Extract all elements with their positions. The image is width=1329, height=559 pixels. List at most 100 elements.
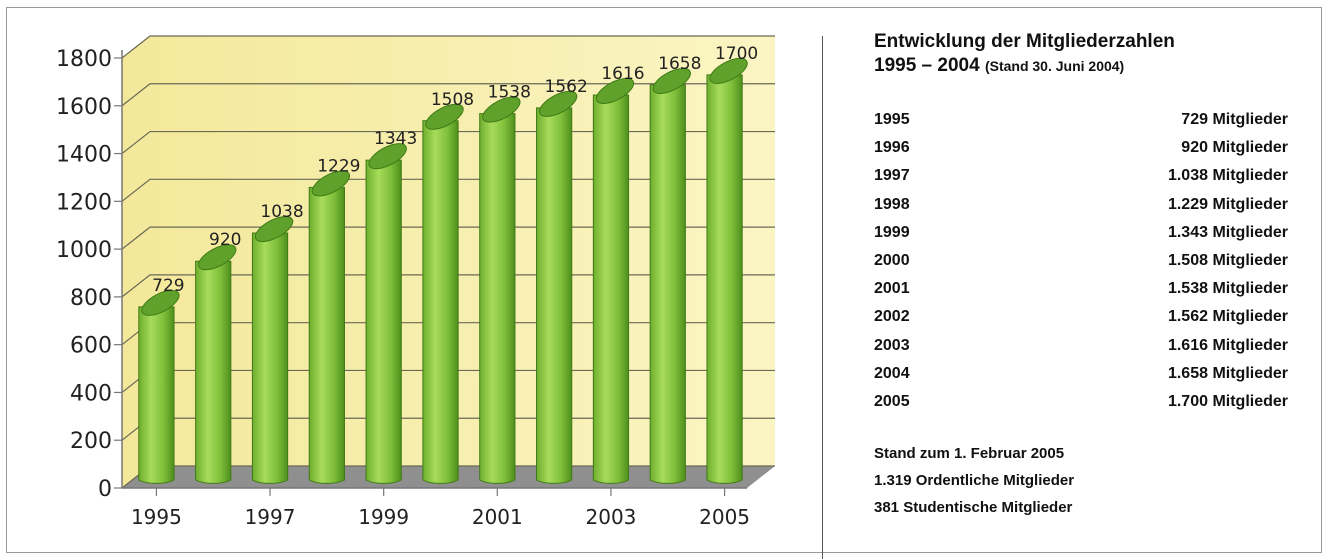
- row-year: 2001: [874, 280, 910, 298]
- y-tick-label: 1000: [56, 238, 112, 263]
- bar-value-label: 1343: [374, 129, 417, 149]
- member-list: 1995 729 Mitglieder 1996 920 Mitglieder 19…: [874, 106, 1294, 416]
- y-tick-label: 400: [70, 381, 112, 406]
- bar-top: [652, 67, 691, 94]
- x-tick-label: 2005: [699, 505, 750, 529]
- bar-top: [198, 244, 237, 271]
- bar-top: [595, 77, 635, 104]
- row-count: 1.343 Mitglieder: [1167, 223, 1288, 241]
- list-item: 2004 1.658 Mitglieder: [874, 360, 1288, 388]
- bar-top: [254, 216, 294, 243]
- list-item: 2005 1.700 Mitglieder: [874, 388, 1288, 416]
- divider-line: [822, 36, 823, 559]
- x-tick-label: 1999: [358, 505, 409, 529]
- x-tick-label: 1995: [131, 505, 182, 529]
- row-count: 729 Mitglieder: [1181, 111, 1288, 128]
- bar-body: [706, 74, 743, 484]
- bar: [365, 143, 407, 484]
- list-item: 2002 1.562 Mitglieder: [874, 303, 1288, 331]
- row-count: 1.229 Mitglieder: [1167, 195, 1288, 213]
- row-count: 1.616 Mitglieder: [1167, 336, 1288, 354]
- row-year: 2005: [874, 392, 910, 410]
- bar-top: [368, 143, 407, 170]
- bar-value-label: 1508: [431, 90, 474, 110]
- row-count: 1.658 Mitglieder: [1167, 364, 1288, 382]
- bar-body: [536, 107, 573, 484]
- bar-top: [311, 170, 351, 197]
- panel-title: Entwicklung der Mitgliederzahlen 1995 – …: [874, 30, 1294, 78]
- bar-value-label: 1229: [317, 156, 360, 176]
- bar-chart: 729 920 1038 1229 1343 1508 1538 1562 1616 1658 17…: [56, 35, 775, 529]
- bar-body: [251, 232, 289, 484]
- row-count: 1.562 Mitglieder: [1167, 308, 1288, 326]
- row-count: 1.700 Mitglieder: [1167, 392, 1288, 410]
- y-tick-label: 1200: [56, 190, 112, 215]
- bar-value-label: 1562: [545, 77, 588, 97]
- x-tick-label: 1997: [245, 505, 296, 529]
- row-year: 1997: [874, 167, 910, 185]
- bar-body: [365, 159, 402, 484]
- bar-value-label: 1538: [488, 83, 531, 103]
- row-year: 1998: [874, 195, 910, 213]
- member-panel: Entwicklung der Mitgliederzahlen 1995 – …: [874, 30, 1294, 521]
- footer-line-regular: 1.319 Ordentliche Mitglieder: [874, 472, 1075, 490]
- bar-body: [195, 260, 232, 484]
- bar-top: [538, 90, 578, 117]
- row-year: 1999: [874, 223, 910, 241]
- bar-body: [592, 94, 630, 484]
- bar-body: [479, 113, 516, 484]
- bar: [479, 96, 521, 484]
- bar-body: [649, 84, 686, 484]
- list-item: 2000 1.508 Mitglieder: [874, 247, 1288, 275]
- bar-top: [425, 103, 464, 130]
- row-year: 2003: [874, 336, 910, 354]
- x-tick-label: 2003: [586, 505, 637, 529]
- bar-value-label: 920: [209, 230, 241, 250]
- bar: [706, 57, 748, 484]
- bar: [251, 216, 294, 484]
- y-tick-label: 1600: [56, 95, 112, 120]
- list-item: 2001 1.538 Mitglieder: [874, 275, 1288, 303]
- bar-top: [709, 57, 748, 84]
- x-tick-label: 2001: [472, 505, 523, 529]
- list-item: 1999 1.343 Mitglieder: [874, 219, 1288, 247]
- y-tick-label: 0: [98, 477, 112, 502]
- bar-top: [482, 96, 521, 123]
- y-tick-label: 600: [70, 334, 112, 359]
- row-count: 1.038 Mitglieder: [1167, 167, 1288, 185]
- bar-top: [141, 289, 180, 316]
- footer-line-date: Stand zum 1. Februar 2005: [874, 445, 1065, 463]
- bar-value-label: 1700: [715, 44, 758, 64]
- list-item: 1998 1.229 Mitglieder: [874, 191, 1288, 219]
- row-year: 2000: [874, 251, 910, 269]
- panel-footer: Stand zum 1. Februar 2005 1.319 Ordentli…: [874, 440, 1294, 521]
- bar: [138, 289, 180, 484]
- row-count: 1.538 Mitglieder: [1167, 280, 1288, 298]
- row-year: 1996: [874, 139, 910, 157]
- panel-title-sub: (Stand 30. Juni 2004): [984, 58, 1125, 74]
- y-tick-label: 1400: [56, 143, 112, 168]
- list-item: 1996 920 Mitglieder: [874, 134, 1288, 162]
- grid-line: [121, 35, 775, 59]
- bar-value-label: 729: [152, 276, 184, 296]
- y-tick-label: 200: [70, 429, 112, 454]
- bar: [422, 103, 464, 484]
- y-tick-label: 1800: [56, 47, 112, 72]
- bar-body: [138, 306, 175, 484]
- bar: [536, 90, 578, 484]
- panel-title-years: 1995 – 2004: [874, 55, 980, 76]
- panel-title-line2: 1995 – 2004 (Stand 30. Juni 2004): [874, 54, 1294, 78]
- footer-line-students: 381 Studentische Mitglieder: [874, 499, 1073, 517]
- row-year: 2004: [874, 364, 910, 382]
- row-year: 1995: [874, 111, 910, 128]
- row-year: 2002: [874, 308, 910, 326]
- list-item: 2003 1.616 Mitglieder: [874, 332, 1288, 360]
- row-count: 1.508 Mitglieder: [1167, 251, 1288, 269]
- bar-value-label: 1658: [658, 54, 701, 74]
- list-item: 1997 1.038 Mitglieder: [874, 162, 1288, 190]
- y-tick-label: 800: [70, 286, 112, 311]
- bar-body: [422, 120, 459, 484]
- bar: [649, 67, 691, 484]
- bar: [195, 244, 237, 484]
- grid-line: [121, 83, 775, 107]
